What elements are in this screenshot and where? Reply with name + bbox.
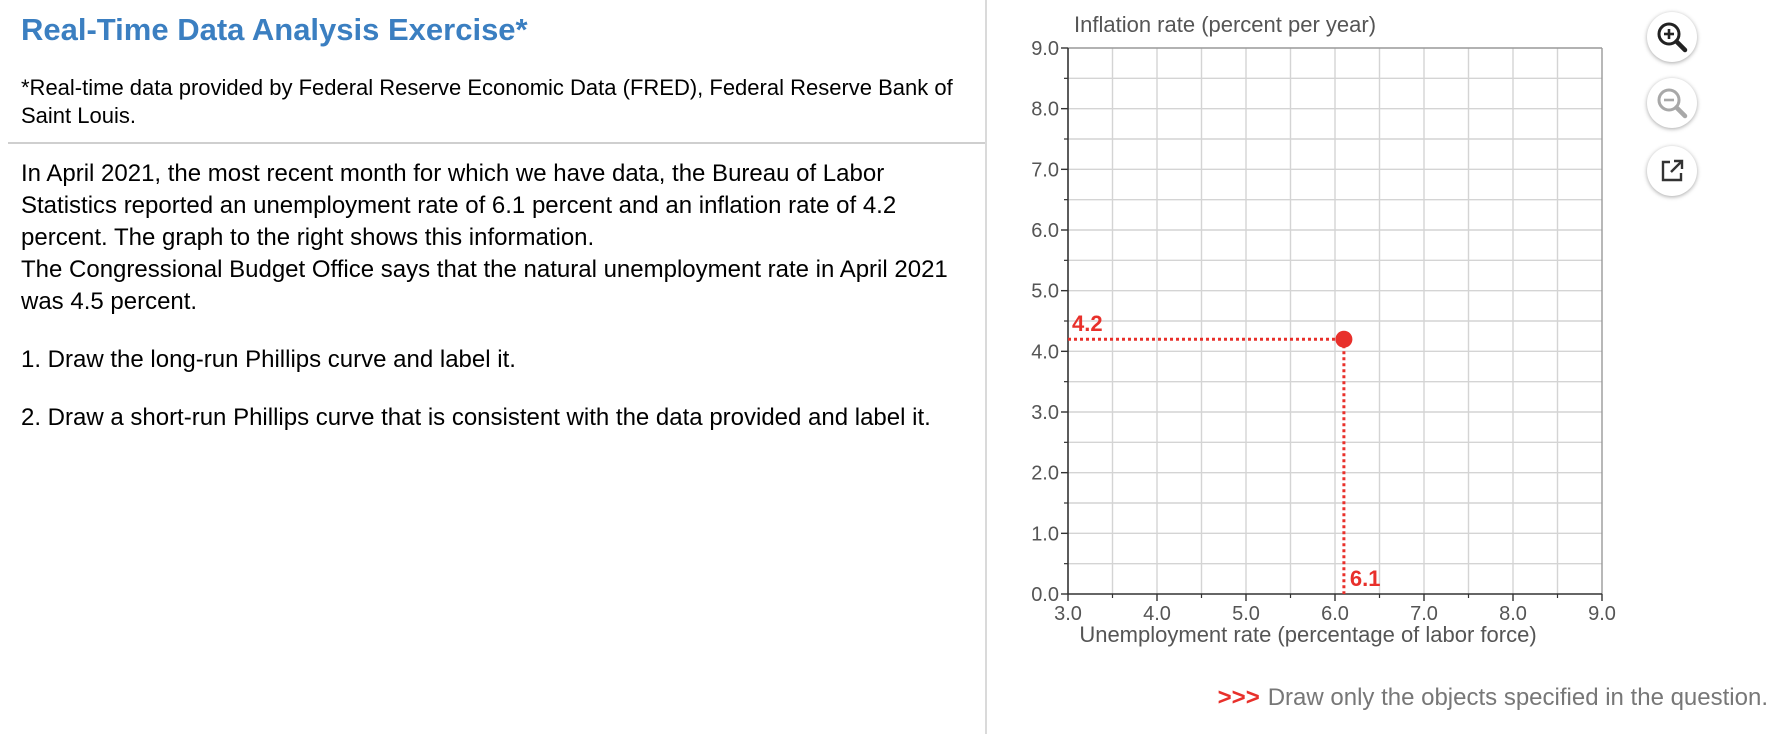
x-tick-label: 4.0: [1143, 603, 1171, 625]
data-point: [1335, 330, 1353, 348]
exercise-title: Real-Time Data Analysis Exercise*: [21, 12, 528, 47]
question-step-2: 2. Draw a short-run Phillips curve that …: [21, 404, 931, 431]
y-tick-label: 2.0: [1031, 463, 1059, 485]
point-x-value-label: 6.1: [1350, 566, 1381, 591]
zoom-out-icon: [1657, 88, 1688, 119]
x-tick-label: 6.0: [1321, 603, 1349, 625]
external-link-icon: [1661, 159, 1684, 182]
y-tick-label: 6.0: [1031, 220, 1059, 242]
x-tick-label: 8.0: [1499, 603, 1527, 625]
x-tick-label: 7.0: [1410, 603, 1438, 625]
section-divider: [8, 142, 985, 144]
question-step-1: 1. Draw the long-run Phillips curve and …: [21, 346, 516, 373]
phillips-curve-graph[interactable]: 0.0 1.0 2.0 3.0 4.0 5.0 6.0 7.0 8.0 9.0 3.0 4.0 5.0 6…: [1000, 0, 1700, 680]
y-tick-label: 3.0: [1031, 402, 1059, 424]
question-text: In April 2021, the most recent month for…: [21, 158, 971, 434]
question-paragraph-1: In April 2021, the most recent month for…: [21, 160, 897, 251]
y-tick-label: 8.0: [1031, 99, 1059, 121]
zoom-in-button[interactable]: [1647, 12, 1697, 62]
y-tick-label: 0.0: [1031, 584, 1059, 606]
x-tick-label: 9.0: [1588, 603, 1616, 625]
exercise-panel: Real-Time Data Analysis Exercise* *Real-…: [8, 12, 985, 434]
instruction-text: Draw only the objects specified in the q…: [1267, 684, 1768, 711]
zoom-out-button[interactable]: [1647, 78, 1697, 128]
y-axis-title: Inflation rate (percent per year): [1074, 12, 1376, 37]
y-tick-label: 4.0: [1031, 341, 1059, 363]
pop-out-button[interactable]: [1647, 146, 1697, 196]
x-tick-label: 3.0: [1054, 603, 1082, 625]
zoom-in-icon: [1657, 22, 1688, 53]
y-tick-label: 9.0: [1031, 38, 1059, 60]
pane-divider: [985, 0, 987, 734]
data-source-footnote: *Real-time data provided by Federal Rese…: [21, 75, 953, 128]
question-paragraph-2: The Congressional Budget Office says tha…: [21, 256, 948, 315]
x-axis-title: Unemployment rate (percentage of labor f…: [1079, 622, 1536, 647]
x-tick-label: 5.0: [1232, 603, 1260, 625]
point-y-value-label: 4.2: [1072, 311, 1103, 336]
draw-instruction: >>> Draw only the objects specified in th…: [1218, 684, 1768, 712]
y-tick-label: 7.0: [1031, 159, 1059, 181]
instruction-arrows: >>>: [1217, 684, 1260, 711]
y-tick-label: 1.0: [1031, 523, 1059, 545]
y-tick-label: 5.0: [1031, 281, 1059, 303]
